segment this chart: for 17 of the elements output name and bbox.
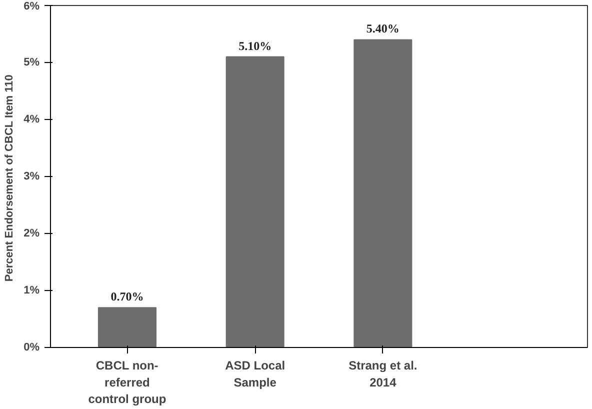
y-tick-label: 1%	[24, 284, 40, 296]
y-tick-label: 6%	[24, 0, 40, 12]
y-tick-label: 4%	[24, 114, 40, 126]
y-tick-label: 3%	[24, 170, 40, 182]
y-tick-label: 5%	[24, 56, 40, 68]
x-tick-label: ASD Local Sample	[225, 358, 286, 390]
y-tick-label: 2%	[24, 228, 40, 240]
y-tick-label: 0%	[24, 342, 40, 354]
bar	[226, 56, 284, 348]
bar	[354, 39, 412, 348]
data-label: 5.40%	[366, 22, 400, 36]
y-axis-title: Percent Endorsement of CBCL Item 110	[4, 74, 16, 282]
x-tick-label: CBCL non-referred control group	[88, 358, 166, 406]
x-tick-label: Strang et al. 2014	[348, 358, 418, 390]
data-label: 5.10%	[238, 38, 272, 53]
bar	[98, 307, 156, 348]
data-label: 0.70%	[110, 290, 144, 304]
